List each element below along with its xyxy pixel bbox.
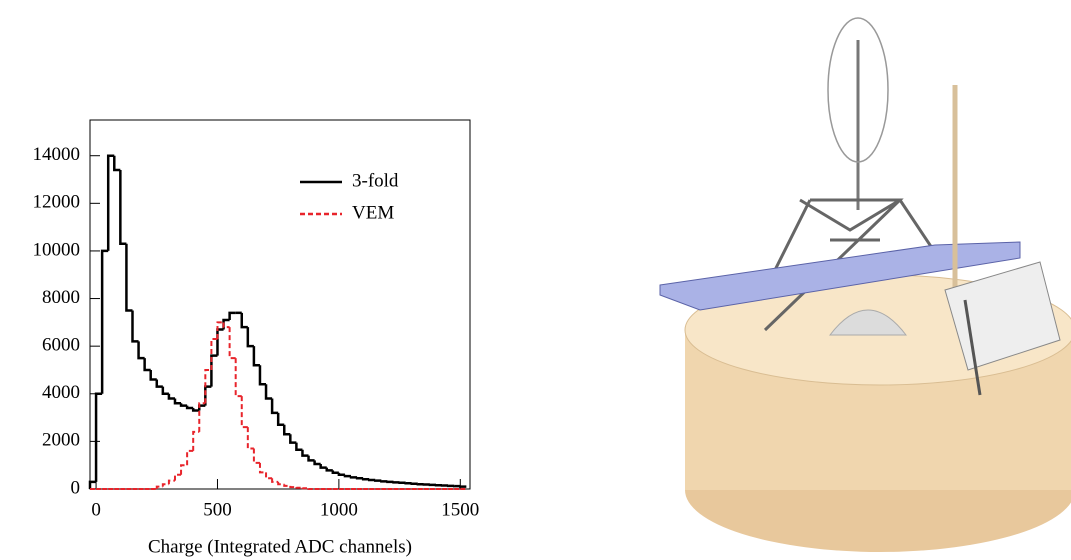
histogram-step: [217, 329, 223, 355]
histogram-step: [120, 170, 126, 244]
histogram-step: [284, 484, 290, 486]
histogram-step: [132, 310, 138, 341]
y-tick-label: 14000: [33, 144, 81, 165]
histogram-step: [266, 384, 272, 398]
histogram-step: [242, 313, 248, 327]
histogram-step: [187, 451, 193, 465]
histogram-step: [114, 156, 120, 170]
histogram-step: [375, 480, 381, 481]
histogram-step: [381, 481, 387, 482]
histogram-step: [345, 475, 351, 476]
histogram-step: [278, 482, 284, 484]
plot-frame: [90, 120, 470, 489]
histogram-step: [181, 403, 187, 405]
histogram-step: [284, 425, 290, 435]
histogram-step: [169, 394, 175, 399]
histogram-step: [351, 476, 357, 477]
histogram-step: [90, 482, 96, 489]
histogram-step: [102, 251, 108, 394]
histogram-step: [302, 450, 308, 456]
x-tick-label: 500: [203, 499, 232, 520]
histogram-step: [126, 244, 132, 311]
histogram-step: [296, 487, 302, 488]
y-tick-label: 10000: [33, 239, 81, 260]
histogram-step: [193, 432, 199, 451]
histogram-step: [272, 399, 278, 413]
histogram-step: [181, 465, 187, 475]
histogram-step: [175, 475, 181, 481]
y-tick-label: 8000: [42, 287, 80, 308]
y-tick-label: 4000: [42, 382, 80, 403]
histogram-step: [266, 472, 272, 478]
legend-label: VEM: [352, 202, 394, 223]
histogram-step: [230, 313, 236, 320]
histogram-step: [224, 322, 230, 327]
figure: Charge (Integrated ADC channels) 0 2000 40…: [0, 0, 1071, 560]
histogram-step: [339, 473, 345, 475]
histogram-step: [139, 341, 145, 358]
x-tick-label: 1000: [320, 499, 358, 520]
histogram-step: [290, 486, 296, 487]
histogram-step: [151, 370, 157, 380]
histogram-step: [175, 399, 181, 404]
histogram-step: [96, 394, 102, 482]
histogram-step: [199, 403, 205, 432]
histogram-step: [296, 443, 302, 450]
histogram-step: [187, 406, 193, 408]
histogram-step: [272, 478, 278, 482]
histogram-step: [363, 478, 369, 479]
histogram-step: [327, 468, 333, 471]
y-tick-label: 2000: [42, 430, 80, 451]
histogram-step: [260, 365, 266, 384]
x-tick-label: 1500: [441, 499, 479, 520]
histogram-step: [290, 434, 296, 442]
histogram-step: [278, 413, 284, 425]
histogram-step: [254, 449, 260, 463]
y-tick-label: 0: [71, 477, 81, 498]
y-tick-label: 6000: [42, 335, 80, 356]
histogram-step: [309, 456, 315, 461]
x-axis-label: Charge (Integrated ADC channels): [148, 536, 412, 557]
histogram-step: [157, 379, 163, 386]
histogram-step: [145, 358, 151, 370]
histogram-step: [315, 460, 321, 464]
histogram-step: [321, 464, 327, 468]
histogram-step: [169, 481, 175, 485]
histogram-step: [248, 427, 254, 448]
histogram-step: [236, 358, 242, 396]
histogram-step: [230, 327, 236, 358]
legend-label: 3-fold: [352, 170, 399, 191]
x-tick-label: 0: [91, 499, 101, 520]
histogram-step: [163, 387, 169, 394]
detector-render: [660, 18, 1071, 552]
histogram-step: [248, 327, 254, 346]
y-tick-label: 12000: [33, 192, 81, 213]
histogram-step: [357, 477, 363, 478]
histogram-step: [369, 479, 375, 480]
histogram-step: [333, 470, 339, 472]
histogram-step: [260, 463, 266, 473]
histogram-step: [242, 396, 248, 427]
histogram-step: [254, 346, 260, 365]
histogram-step: [163, 484, 169, 486]
